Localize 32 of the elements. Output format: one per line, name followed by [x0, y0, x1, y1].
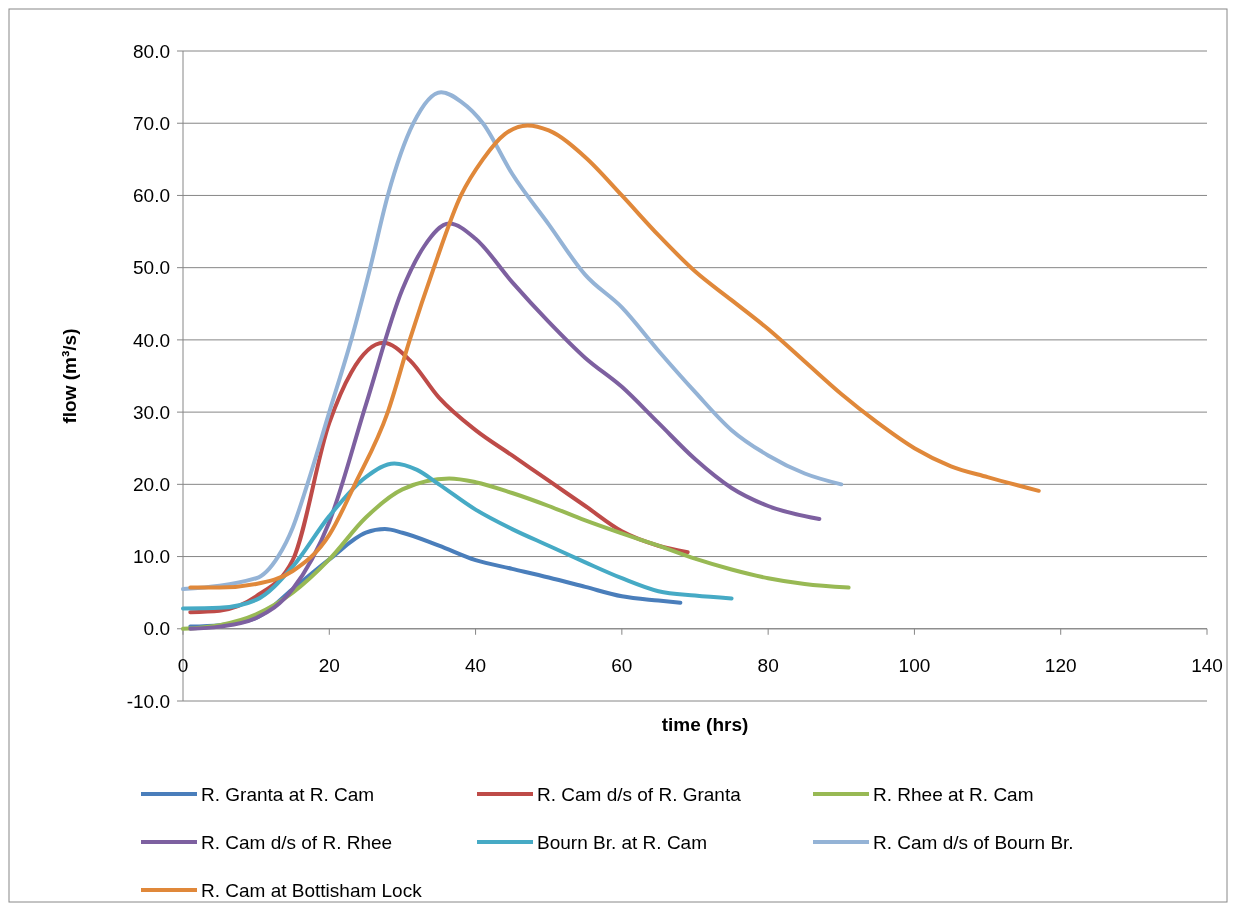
legend-label: R. Rhee at R. Cam	[873, 783, 1034, 805]
legend-label: R. Cam d/s of R. Granta	[537, 783, 742, 805]
y-tick-label: 40.0	[133, 329, 170, 351]
line-series	[188, 123, 1041, 590]
x-tick-label: 60	[611, 654, 633, 676]
y-tick-label: 30.0	[133, 401, 170, 423]
legend-label: R. Cam d/s of R. Rhee	[201, 831, 393, 853]
x-tick-label: 120	[1044, 654, 1077, 676]
y-tick-label: 20.0	[133, 473, 170, 495]
y-tick-label: 70.0	[133, 112, 170, 134]
x-tick-label: 80	[757, 654, 779, 676]
line-series	[181, 476, 851, 631]
y-tick-label: -10.0	[126, 690, 170, 712]
y-tick-label: 0.0	[143, 618, 170, 640]
line-series	[181, 461, 734, 611]
legend-label: R. Cam d/s of Bourn Br.	[873, 831, 1074, 853]
y-tick-label: 10.0	[133, 546, 170, 568]
legend-label: R. Cam at Bottisham Lock	[201, 879, 423, 901]
x-tick-label: 20	[318, 654, 340, 676]
y-axis-title: flow (m³/s)	[59, 328, 80, 424]
y-tick-label: 50.0	[133, 257, 170, 279]
x-tick-label: 140	[1191, 654, 1223, 676]
x-tick-label: 40	[465, 654, 487, 676]
x-axis-title: time (hrs)	[661, 714, 749, 735]
y-tick-label: 80.0	[133, 40, 170, 62]
y-tick-label: 60.0	[133, 185, 170, 207]
legend-label: R. Granta at R. Cam	[201, 783, 375, 805]
legend-label: Bourn Br. at R. Cam	[537, 831, 708, 853]
line-series	[181, 90, 844, 592]
x-tick-label: 100	[898, 654, 931, 676]
line-series	[188, 221, 822, 631]
x-tick-label: 0	[177, 654, 189, 676]
